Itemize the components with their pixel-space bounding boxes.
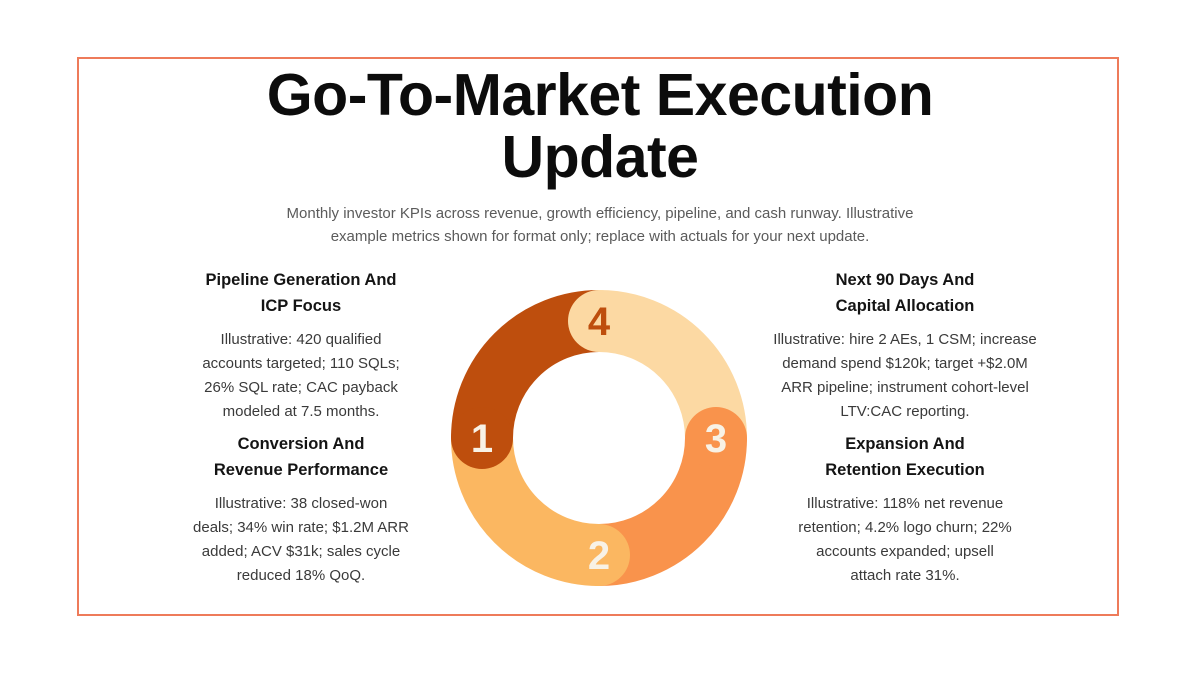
donut-number-3: 3: [705, 417, 727, 461]
slide-subtitle: Monthly investor KPIs across revenue, gr…: [286, 205, 914, 245]
donut-number-2: 2: [588, 534, 610, 578]
block-body-expansion-retention: Illustrative: 118% net revenue retention…: [798, 495, 1012, 584]
donut-cap-4: [568, 290, 630, 352]
block-conversion-revenue: Conversion And Revenue Performance Illus…: [141, 431, 461, 588]
block-heading-expansion-retention: Expansion And Retention Execution: [825, 435, 985, 479]
donut-cap-1: [451, 407, 513, 469]
block-heading-pipeline-generation: Pipeline Generation And ICP Focus: [205, 271, 397, 315]
donut-number-4: 4: [588, 300, 611, 344]
block-heading-conversion-revenue: Conversion And Revenue Performance: [213, 435, 389, 479]
slide-border-frame: [77, 57, 1119, 616]
block-body-conversion-revenue: Illustrative: 38 closed-won deals; 34% w…: [193, 495, 409, 584]
donut-cap-3: [685, 407, 747, 469]
donut-cap-2: [568, 524, 630, 586]
block-heading-next-90-days: Next 90 Days And Capital Allocation: [835, 271, 975, 315]
block-expansion-retention: Expansion And Retention Execution Illust…: [740, 431, 1070, 588]
donut-number-1: 1: [471, 417, 493, 461]
block-body-next-90-days: Illustrative: hire 2 AEs, 1 CSM; increas…: [773, 331, 1037, 420]
cycle-donut-diagram: 1 2 3 4: [451, 290, 747, 586]
slide-title: Go-To-Market Execution Update: [266, 62, 934, 190]
block-pipeline-generation: Pipeline Generation And ICP Focus Illust…: [141, 267, 461, 424]
block-next-90-days: Next 90 Days And Capital Allocation Illu…: [740, 267, 1070, 424]
block-body-pipeline-generation: Illustrative: 420 qualified accounts tar…: [202, 331, 400, 420]
